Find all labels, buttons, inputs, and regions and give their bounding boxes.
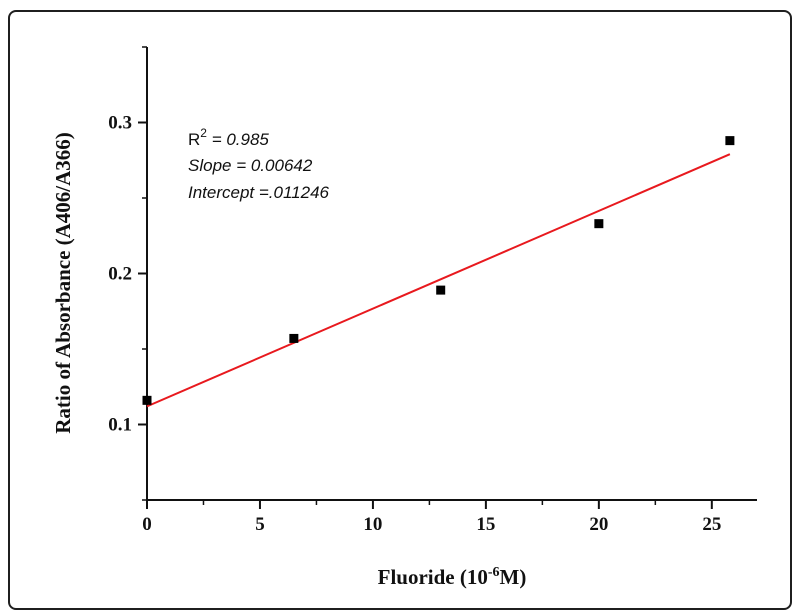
- y-axis-title: Ratio of Absorbance (A406/A366): [51, 132, 75, 434]
- data-point: [289, 333, 299, 343]
- y-tick-label: 0.3: [108, 113, 132, 134]
- intercept-annotation: Intercept =.011246: [188, 183, 330, 202]
- data-point: [594, 219, 604, 229]
- x-tick-label: 5: [255, 514, 265, 535]
- x-tick-label: 10: [363, 514, 382, 535]
- data-points: [142, 136, 735, 405]
- y-tick-label: 0.1: [108, 415, 132, 436]
- x-tick-label: 15: [476, 514, 495, 535]
- y-tick-label: 0.2: [108, 264, 132, 285]
- fit-line: [146, 153, 731, 408]
- chart-frame: [8, 10, 792, 610]
- r-squared-annotation: R2 = 0.985: [188, 126, 269, 149]
- slope-annotation: Slope = 0.00642: [188, 156, 313, 175]
- x-axis-title: Fluoride (10-6M): [378, 565, 527, 589]
- fit-line-group: [146, 153, 731, 408]
- x-tick-label: 0: [142, 514, 152, 535]
- x-tick-label: 25: [702, 514, 721, 535]
- x-tick-label: 20: [589, 514, 608, 535]
- axes: 0 5 10 15 20 25 0.1 0.2 0.3: [108, 46, 757, 535]
- scatter-chart: 0 5 10 15 20 25 0.1 0.2 0.3 R2 = 0.985 Slope = 0…: [51, 46, 757, 589]
- data-point: [725, 136, 735, 146]
- data-point: [436, 285, 446, 295]
- data-point: [142, 395, 152, 405]
